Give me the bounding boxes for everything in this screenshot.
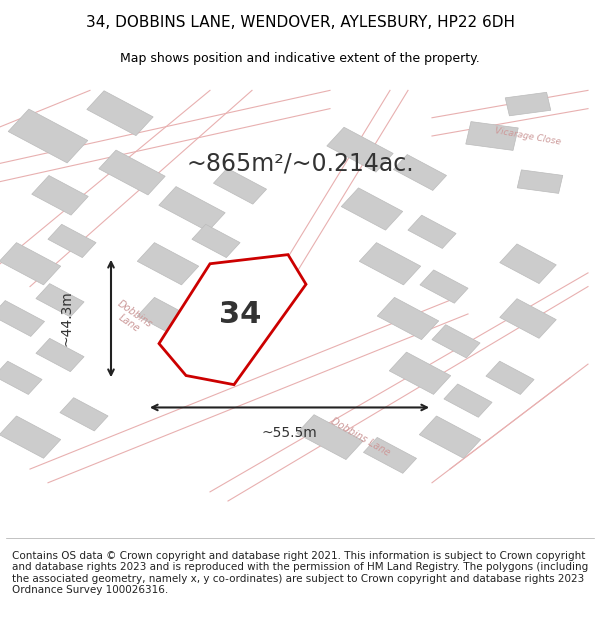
Polygon shape bbox=[420, 270, 468, 303]
Polygon shape bbox=[297, 415, 363, 459]
Polygon shape bbox=[408, 215, 456, 249]
Polygon shape bbox=[137, 298, 199, 339]
Text: Contains OS data © Crown copyright and database right 2021. This information is : Contains OS data © Crown copyright and d… bbox=[12, 551, 588, 596]
Polygon shape bbox=[159, 187, 225, 231]
Polygon shape bbox=[99, 150, 165, 195]
Polygon shape bbox=[500, 244, 556, 284]
Polygon shape bbox=[0, 416, 61, 458]
Polygon shape bbox=[60, 398, 108, 431]
Polygon shape bbox=[0, 361, 42, 394]
Polygon shape bbox=[486, 361, 534, 394]
Polygon shape bbox=[8, 109, 88, 163]
Polygon shape bbox=[192, 224, 240, 258]
Polygon shape bbox=[0, 301, 44, 336]
Text: ~44.3m: ~44.3m bbox=[59, 291, 73, 346]
Text: Dobbins Lane: Dobbins Lane bbox=[329, 416, 391, 458]
Text: Map shows position and indicative extent of the property.: Map shows position and indicative extent… bbox=[120, 52, 480, 65]
Polygon shape bbox=[137, 242, 199, 285]
Text: ~865m²/~0.214ac.: ~865m²/~0.214ac. bbox=[186, 151, 414, 176]
Text: 34, DOBBINS LANE, WENDOVER, AYLESBURY, HP22 6DH: 34, DOBBINS LANE, WENDOVER, AYLESBURY, H… bbox=[86, 15, 515, 30]
Polygon shape bbox=[36, 338, 84, 372]
Polygon shape bbox=[48, 224, 96, 258]
Polygon shape bbox=[444, 384, 492, 418]
Polygon shape bbox=[359, 242, 421, 285]
Polygon shape bbox=[377, 298, 439, 339]
Polygon shape bbox=[432, 324, 480, 358]
Text: Dobbins
Lane: Dobbins Lane bbox=[109, 298, 155, 339]
Polygon shape bbox=[364, 438, 416, 473]
Polygon shape bbox=[87, 91, 153, 136]
Polygon shape bbox=[327, 127, 393, 172]
Polygon shape bbox=[389, 352, 451, 394]
Polygon shape bbox=[419, 416, 481, 458]
Polygon shape bbox=[0, 242, 61, 285]
Text: 34: 34 bbox=[219, 301, 261, 329]
Polygon shape bbox=[159, 254, 306, 384]
Polygon shape bbox=[341, 188, 403, 230]
Polygon shape bbox=[500, 299, 556, 338]
Polygon shape bbox=[192, 279, 240, 312]
Polygon shape bbox=[505, 92, 551, 116]
Text: ~55.5m: ~55.5m bbox=[262, 426, 317, 439]
Polygon shape bbox=[32, 176, 88, 215]
Polygon shape bbox=[517, 170, 563, 193]
Polygon shape bbox=[466, 122, 518, 151]
Polygon shape bbox=[214, 168, 266, 204]
Polygon shape bbox=[394, 154, 446, 191]
Polygon shape bbox=[36, 284, 84, 317]
Text: Vicarage Close: Vicarage Close bbox=[494, 126, 562, 146]
